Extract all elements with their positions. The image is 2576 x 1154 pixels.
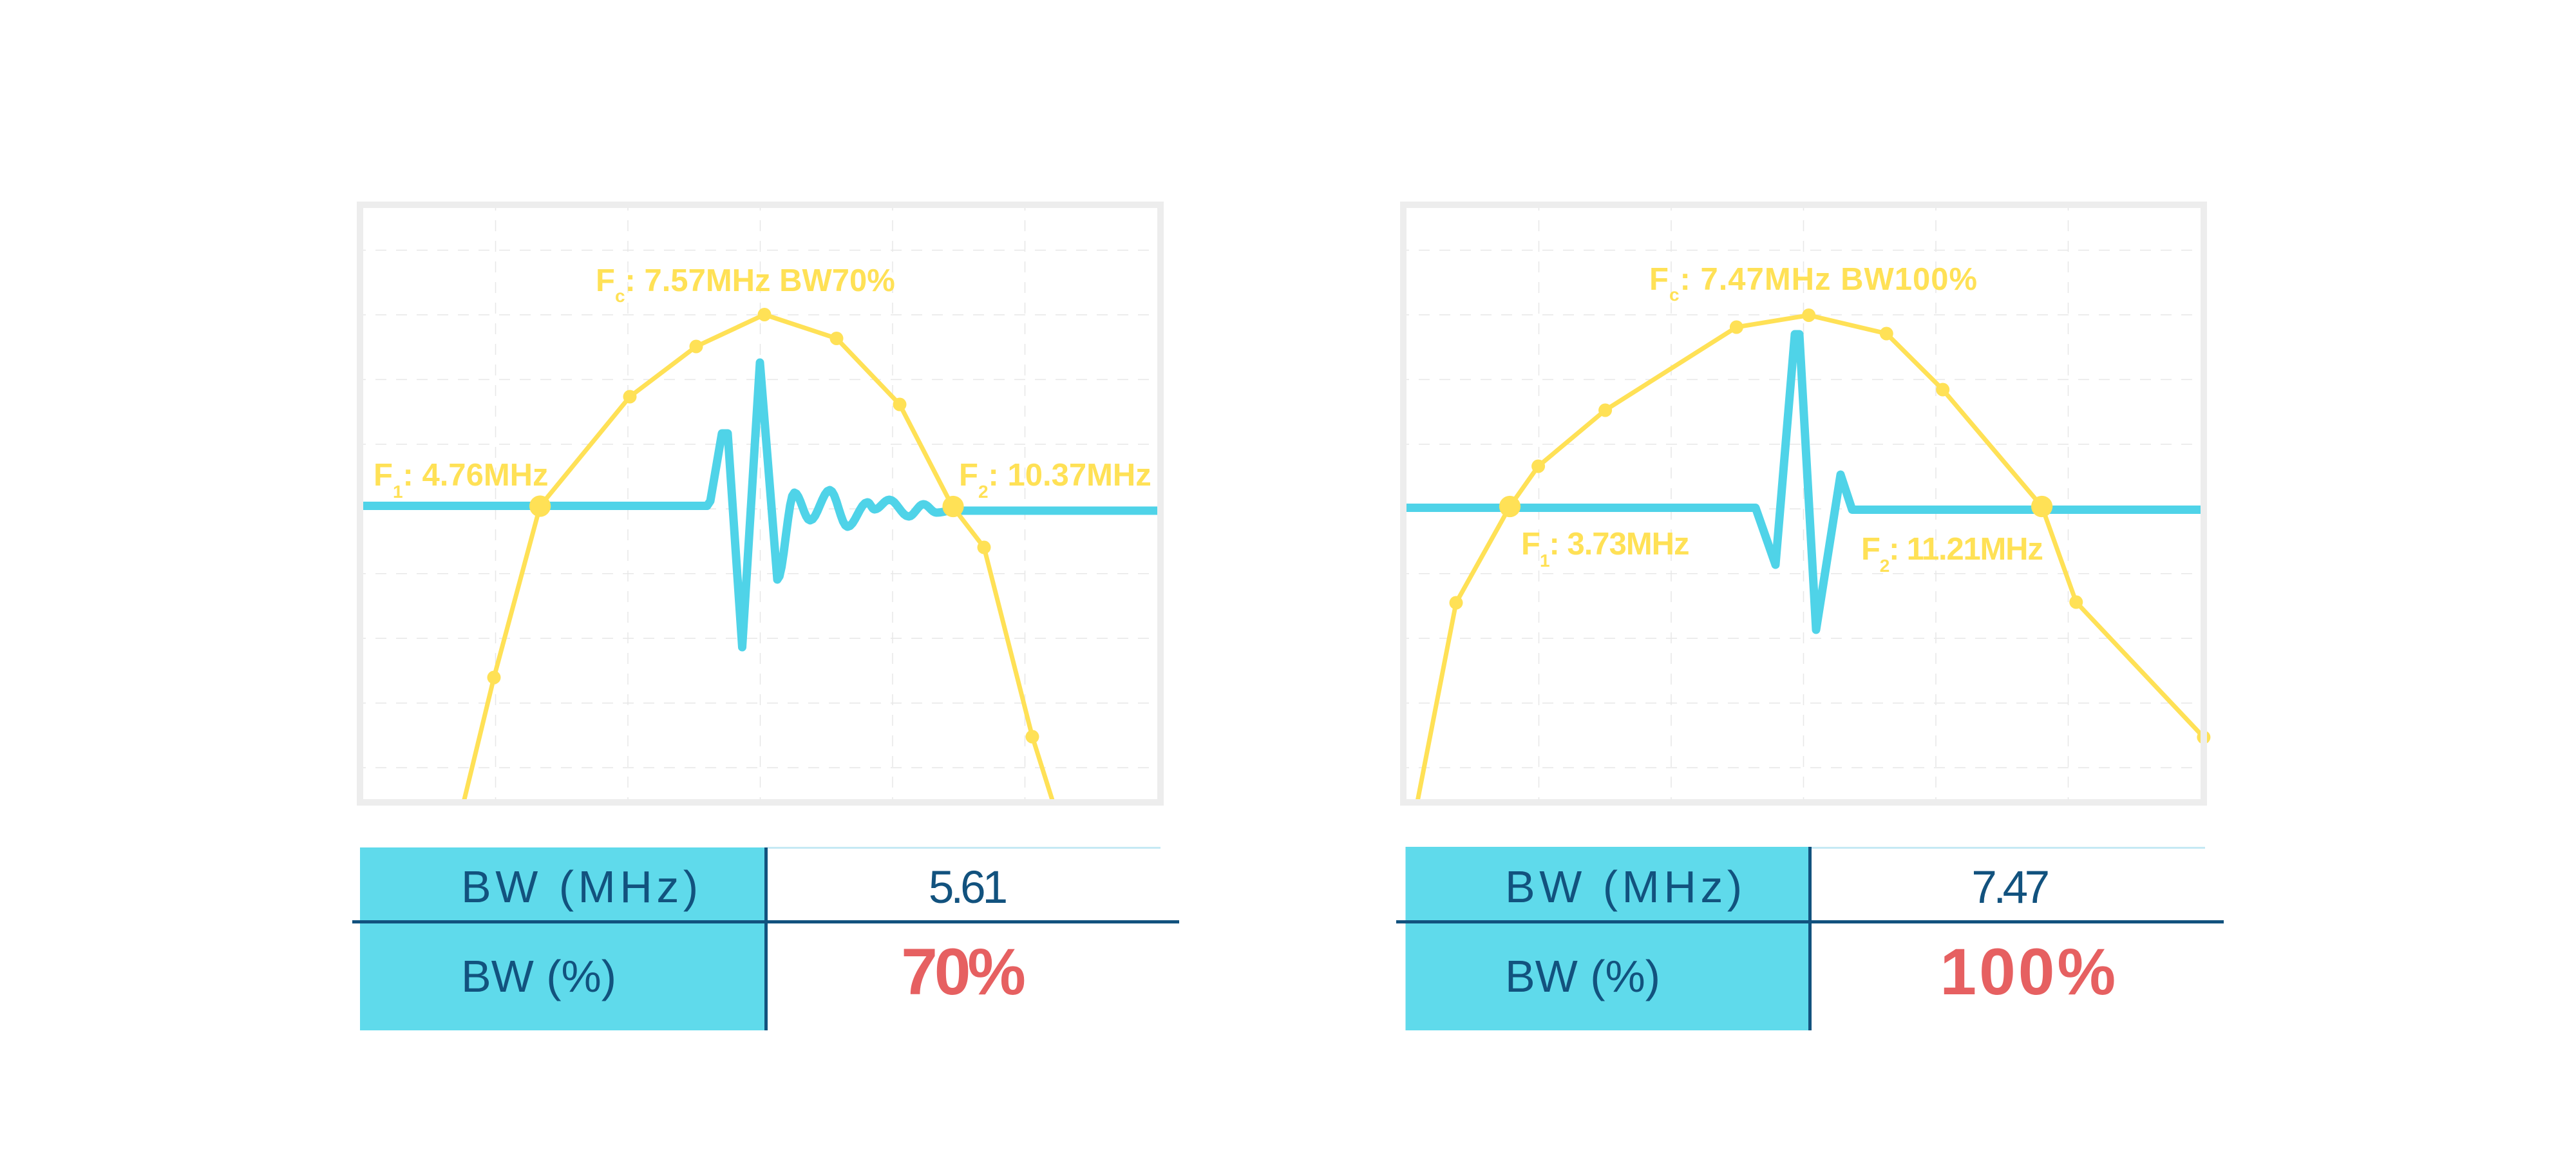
svg-text:BW (%): BW (%) bbox=[461, 951, 616, 1001]
svg-text:70%: 70% bbox=[901, 935, 1024, 1008]
svg-text:5.61: 5.61 bbox=[929, 862, 1007, 913]
svg-text:100%: 100% bbox=[1940, 935, 2118, 1008]
svg-text:F2: 11.21MHz: F2: 11.21MHz bbox=[1861, 532, 2043, 576]
svg-text:7.47: 7.47 bbox=[1971, 862, 2047, 913]
svg-text:Fc: 7.47MHz BW100%: Fc: 7.47MHz BW100% bbox=[1649, 262, 1978, 305]
svg-text:F1: 4.76MHz: F1: 4.76MHz bbox=[374, 458, 549, 502]
svg-text:BW (MHz): BW (MHz) bbox=[1505, 862, 1747, 912]
svg-text:BW (MHz): BW (MHz) bbox=[461, 862, 703, 912]
svg-text:F2: 10.37MHz: F2: 10.37MHz bbox=[959, 458, 1151, 502]
svg-text:Fc: 7.57MHz BW70%: Fc: 7.57MHz BW70% bbox=[596, 263, 895, 306]
svg-text:BW (%): BW (%) bbox=[1505, 951, 1660, 1001]
svg-text:F1: 3.73MHz: F1: 3.73MHz bbox=[1521, 527, 1689, 571]
